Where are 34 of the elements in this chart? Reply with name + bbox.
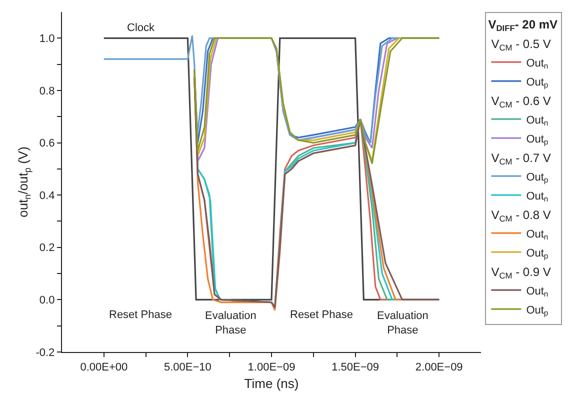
annotation: Clock [127,22,156,34]
y-tick-label: 1.0 [39,33,55,45]
legend-label: Out$_{n}$ [526,228,548,242]
text: V$_{CM}$ - 0.7 V [491,150,551,166]
annotation: Reset Phase [109,309,172,321]
legend-label: Out$_{p}$ [526,171,548,185]
x-tick-label: 0.00E+00 [80,361,128,374]
x-axis-title: Time (ns) [244,376,299,391]
y-tick-label: 0.6 [39,138,55,150]
x-tick-label: 1.00E−09 [248,361,296,374]
y-tick-label: 0.2 [39,242,55,254]
legend-label: Out$_{n}$ [526,57,548,71]
text: V$_{CM}$ - 0.5 V [491,36,551,52]
annotation: Reset Phase [290,309,353,321]
text: V$_{CM}$ - 0.8 V [491,208,551,224]
annotation: Evaluation Phase [377,310,428,336]
legend-title: V$_{DIFF}$- 20 mV [488,18,558,34]
annotation: Evaluation Phase [205,310,256,336]
legend-label: Out$_{n}$ [526,285,548,299]
x-tick-label: 2.00E−09 [415,361,463,374]
y-tick-label: 0.0 [39,294,55,307]
legend-label: Out$_{p}$ [526,247,548,261]
legend-label: Out$_{n}$ [526,190,548,204]
legend-label: Out$_{n}$ [526,114,548,128]
y-tick-label: 0.4 [39,190,55,202]
y-tick-label: -0.2 [36,346,55,359]
x-tick-label: 1.50E−09 [332,361,380,374]
text: V$_{CM}$ - 0.6 V [491,94,551,110]
legend-label: Out$_{p}$ [526,133,548,147]
text: V$_{CM}$ - 0.9 V [491,264,551,280]
legend-label: Out$_{p}$ [526,76,548,90]
x-tick-label: 5.00E−10 [164,361,212,374]
legend-label: Out$_{p}$ [526,304,548,318]
y-tick-label: 0.8 [39,85,55,98]
